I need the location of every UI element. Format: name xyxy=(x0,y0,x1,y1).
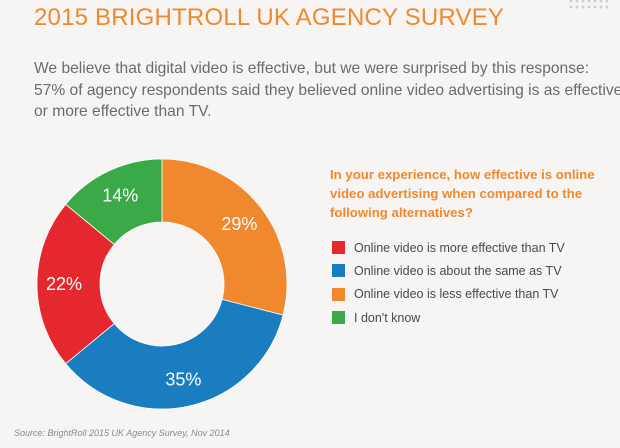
slice-value-label: 35% xyxy=(165,370,201,390)
legend-swatch xyxy=(332,241,345,255)
slice-value-label: 29% xyxy=(221,214,257,234)
legend-item: I don't know xyxy=(332,306,565,329)
question-line: In your experience, how effective is onl… xyxy=(330,167,595,182)
legend-swatch xyxy=(332,311,345,325)
donut-slices xyxy=(36,158,288,410)
legend-swatch xyxy=(332,264,345,278)
intro-line: or more effective than TV. xyxy=(34,103,212,120)
brand-dots xyxy=(568,0,608,10)
chart-legend: Online video is more effective than TV On… xyxy=(332,236,565,329)
donut-slice xyxy=(36,203,115,365)
survey-question: In your experience, how effective is onl… xyxy=(330,165,600,222)
intro-line: 57% of agency respondents said they beli… xyxy=(34,81,620,99)
legend-item: Online video is more effective than TV xyxy=(332,236,565,259)
donut-slice xyxy=(161,158,288,316)
slice-value-label: 14% xyxy=(102,185,138,205)
page-title: 2015 BRIGHTROLL UK AGENCY SURVEY xyxy=(34,4,505,31)
legend-item: Online video is about the same as TV xyxy=(332,259,565,282)
legend-swatch xyxy=(332,287,345,301)
donut-labels: 29% 35% 22% 14% xyxy=(46,185,257,389)
legend-label: Online video is more effective than TV xyxy=(354,240,565,255)
legend-label: I don't know xyxy=(354,310,421,325)
source-note: Source: BrightRoll 2015 UK Agency Survey… xyxy=(14,428,230,438)
legend-item: Online video is less effective than TV xyxy=(332,283,565,306)
donut-slice xyxy=(65,158,163,246)
intro-text: We believe that digital video is effecti… xyxy=(34,58,620,123)
question-line: video advertising when compared to the xyxy=(330,186,583,201)
donut-slice xyxy=(65,298,284,410)
intro-line: We believe that digital video is effecti… xyxy=(34,60,590,77)
legend-label: Online video is less effective than TV xyxy=(354,287,559,302)
question-line: following alternatives? xyxy=(330,205,473,220)
legend-label: Online video is about the same as TV xyxy=(354,263,562,278)
slice-value-label: 22% xyxy=(46,274,82,294)
